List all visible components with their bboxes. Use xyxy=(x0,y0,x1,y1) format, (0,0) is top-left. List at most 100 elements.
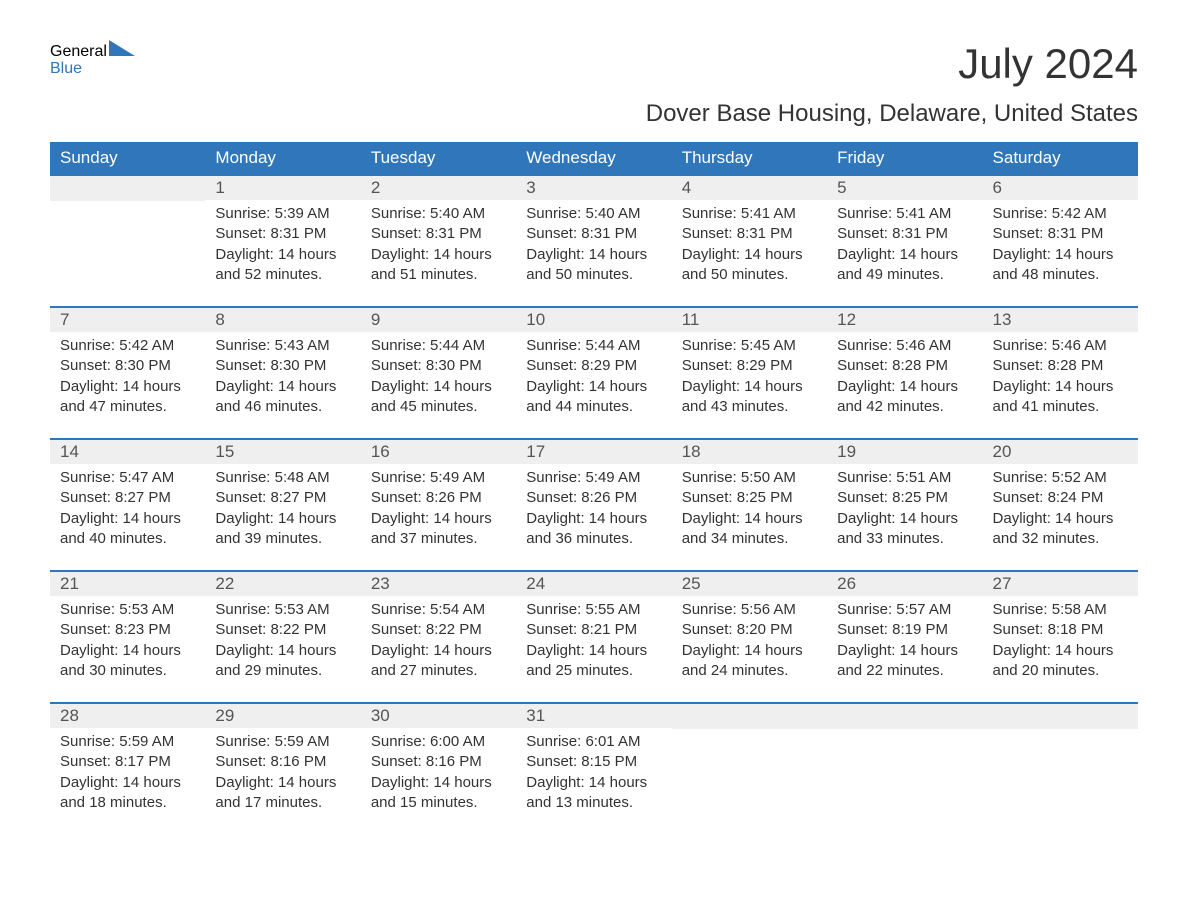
sunset-line: Sunset: 8:15 PM xyxy=(526,752,661,772)
sunrise-line: Sunrise: 5:42 AM xyxy=(993,204,1128,224)
sunset-line: Sunset: 8:27 PM xyxy=(60,488,195,508)
sunset-line: Sunset: 8:31 PM xyxy=(215,224,350,244)
daylight-line2: and 41 minutes. xyxy=(993,397,1128,417)
daylight-line1: Daylight: 14 hours xyxy=(215,641,350,661)
daylight-line2: and 36 minutes. xyxy=(526,529,661,549)
day-number: 9 xyxy=(361,308,516,332)
sunrise-line: Sunrise: 5:45 AM xyxy=(682,336,817,356)
calendar-cell: 20Sunrise: 5:52 AMSunset: 8:24 PMDayligh… xyxy=(983,439,1138,571)
daylight-line2: and 15 minutes. xyxy=(371,793,506,813)
calendar-cell: 31 Sunrise: 6:01 AMSunset: 8:15 PMDayligh… xyxy=(516,703,671,835)
sunset-line: Sunset: 8:16 PM xyxy=(215,752,350,772)
sunset-line: Sunset: 8:29 PM xyxy=(682,356,817,376)
day-number: 10 xyxy=(516,308,671,332)
day-content: Sunrise: 5:39 AMSunset: 8:31 PMDaylight:… xyxy=(205,200,360,285)
brand-logo: General Blue xyxy=(50,40,135,78)
daylight-line1: Daylight: 14 hours xyxy=(215,509,350,529)
sunrise-line: Sunrise: 5:59 AM xyxy=(215,732,350,752)
weekday-header: Saturday xyxy=(983,142,1138,175)
sunset-line: Sunset: 8:22 PM xyxy=(215,620,350,640)
sunset-line: Sunset: 8:31 PM xyxy=(526,224,661,244)
sunrise-line: Sunrise: 5:39 AM xyxy=(215,204,350,224)
sunrise-line: Sunrise: 5:41 AM xyxy=(837,204,972,224)
day-content: Sunrise: 5:55 AMSunset: 8:21 PMDaylight:… xyxy=(516,596,671,681)
day-number: 1 xyxy=(205,176,360,200)
sunrise-line: Sunrise: 6:00 AM xyxy=(371,732,506,752)
day-number: 31 xyxy=(516,704,671,728)
daylight-line1: Daylight: 14 hours xyxy=(215,773,350,793)
day-content: Sunrise: 6:00 AMSunset: 8:16 PMDaylight:… xyxy=(361,728,516,813)
calendar-cell: 23Sunrise: 5:54 AMSunset: 8:22 PMDayligh… xyxy=(361,571,516,703)
sunrise-line: Sunrise: 6:01 AM xyxy=(526,732,661,752)
day-content: Sunrise: 5:40 AMSunset: 8:31 PMDaylight:… xyxy=(361,200,516,285)
day-content: Sunrise: 5:59 AMSunset: 8:17 PMDaylight:… xyxy=(50,728,205,813)
daylight-line2: and 49 minutes. xyxy=(837,265,972,285)
day-number: 13 xyxy=(983,308,1138,332)
daylight-line1: Daylight: 14 hours xyxy=(60,377,195,397)
daylight-line2: and 47 minutes. xyxy=(60,397,195,417)
daylight-line2: and 25 minutes. xyxy=(526,661,661,681)
daylight-line2: and 24 minutes. xyxy=(682,661,817,681)
sunrise-line: Sunrise: 5:52 AM xyxy=(993,468,1128,488)
daylight-line1: Daylight: 14 hours xyxy=(682,245,817,265)
calendar-cell: 15Sunrise: 5:48 AMSunset: 8:27 PMDayligh… xyxy=(205,439,360,571)
day-content xyxy=(827,729,982,733)
sunset-line: Sunset: 8:25 PM xyxy=(837,488,972,508)
location-subtitle: Dover Base Housing, Delaware, United Sta… xyxy=(646,100,1138,128)
day-number xyxy=(672,704,827,729)
day-number: 14 xyxy=(50,440,205,464)
sunset-line: Sunset: 8:31 PM xyxy=(993,224,1128,244)
sunrise-line: Sunrise: 5:40 AM xyxy=(371,204,506,224)
weekday-header: Friday xyxy=(827,142,982,175)
daylight-line1: Daylight: 14 hours xyxy=(60,509,195,529)
sunrise-line: Sunrise: 5:49 AM xyxy=(526,468,661,488)
sunrise-line: Sunrise: 5:53 AM xyxy=(60,600,195,620)
sunset-line: Sunset: 8:31 PM xyxy=(682,224,817,244)
daylight-line1: Daylight: 14 hours xyxy=(526,773,661,793)
calendar-cell: 4Sunrise: 5:41 AMSunset: 8:31 PMDaylight… xyxy=(672,175,827,307)
day-content: Sunrise: 5:51 AMSunset: 8:25 PMDaylight:… xyxy=(827,464,982,549)
calendar-cell: 13Sunrise: 5:46 AMSunset: 8:28 PMDayligh… xyxy=(983,307,1138,439)
calendar-cell: 11Sunrise: 5:45 AMSunset: 8:29 PMDayligh… xyxy=(672,307,827,439)
brand-flag-icon xyxy=(109,40,135,56)
calendar-cell: 5Sunrise: 5:41 AMSunset: 8:31 PMDaylight… xyxy=(827,175,982,307)
daylight-line1: Daylight: 14 hours xyxy=(371,509,506,529)
day-content: Sunrise: 5:50 AMSunset: 8:25 PMDaylight:… xyxy=(672,464,827,549)
daylight-line2: and 39 minutes. xyxy=(215,529,350,549)
sunrise-line: Sunrise: 5:44 AM xyxy=(371,336,506,356)
sunrise-line: Sunrise: 5:59 AM xyxy=(60,732,195,752)
sunrise-line: Sunrise: 5:46 AM xyxy=(993,336,1128,356)
day-content xyxy=(672,729,827,733)
day-content: Sunrise: 5:59 AMSunset: 8:16 PMDaylight:… xyxy=(205,728,360,813)
sunrise-line: Sunrise: 5:53 AM xyxy=(215,600,350,620)
day-content: Sunrise: 5:42 AMSunset: 8:31 PMDaylight:… xyxy=(983,200,1138,285)
day-content: Sunrise: 5:58 AMSunset: 8:18 PMDaylight:… xyxy=(983,596,1138,681)
day-number: 22 xyxy=(205,572,360,596)
sunset-line: Sunset: 8:17 PM xyxy=(60,752,195,772)
daylight-line1: Daylight: 14 hours xyxy=(371,773,506,793)
daylight-line2: and 51 minutes. xyxy=(371,265,506,285)
daylight-line1: Daylight: 14 hours xyxy=(371,245,506,265)
weekday-header: Tuesday xyxy=(361,142,516,175)
daylight-line1: Daylight: 14 hours xyxy=(682,509,817,529)
calendar-cell: 8Sunrise: 5:43 AMSunset: 8:30 PMDaylight… xyxy=(205,307,360,439)
daylight-line2: and 20 minutes. xyxy=(993,661,1128,681)
sunset-line: Sunset: 8:30 PM xyxy=(215,356,350,376)
sunset-line: Sunset: 8:23 PM xyxy=(60,620,195,640)
day-number: 30 xyxy=(361,704,516,728)
calendar-cell xyxy=(50,175,205,307)
daylight-line1: Daylight: 14 hours xyxy=(993,509,1128,529)
day-number: 11 xyxy=(672,308,827,332)
sunset-line: Sunset: 8:31 PM xyxy=(371,224,506,244)
sunrise-line: Sunrise: 5:58 AM xyxy=(993,600,1128,620)
day-number: 26 xyxy=(827,572,982,596)
weekday-header: Wednesday xyxy=(516,142,671,175)
day-number: 12 xyxy=(827,308,982,332)
day-content: Sunrise: 5:46 AMSunset: 8:28 PMDaylight:… xyxy=(827,332,982,417)
daylight-line1: Daylight: 14 hours xyxy=(526,641,661,661)
sunrise-line: Sunrise: 5:48 AM xyxy=(215,468,350,488)
sunset-line: Sunset: 8:30 PM xyxy=(60,356,195,376)
day-number: 15 xyxy=(205,440,360,464)
day-content: Sunrise: 5:45 AMSunset: 8:29 PMDaylight:… xyxy=(672,332,827,417)
day-content: Sunrise: 5:41 AMSunset: 8:31 PMDaylight:… xyxy=(672,200,827,285)
